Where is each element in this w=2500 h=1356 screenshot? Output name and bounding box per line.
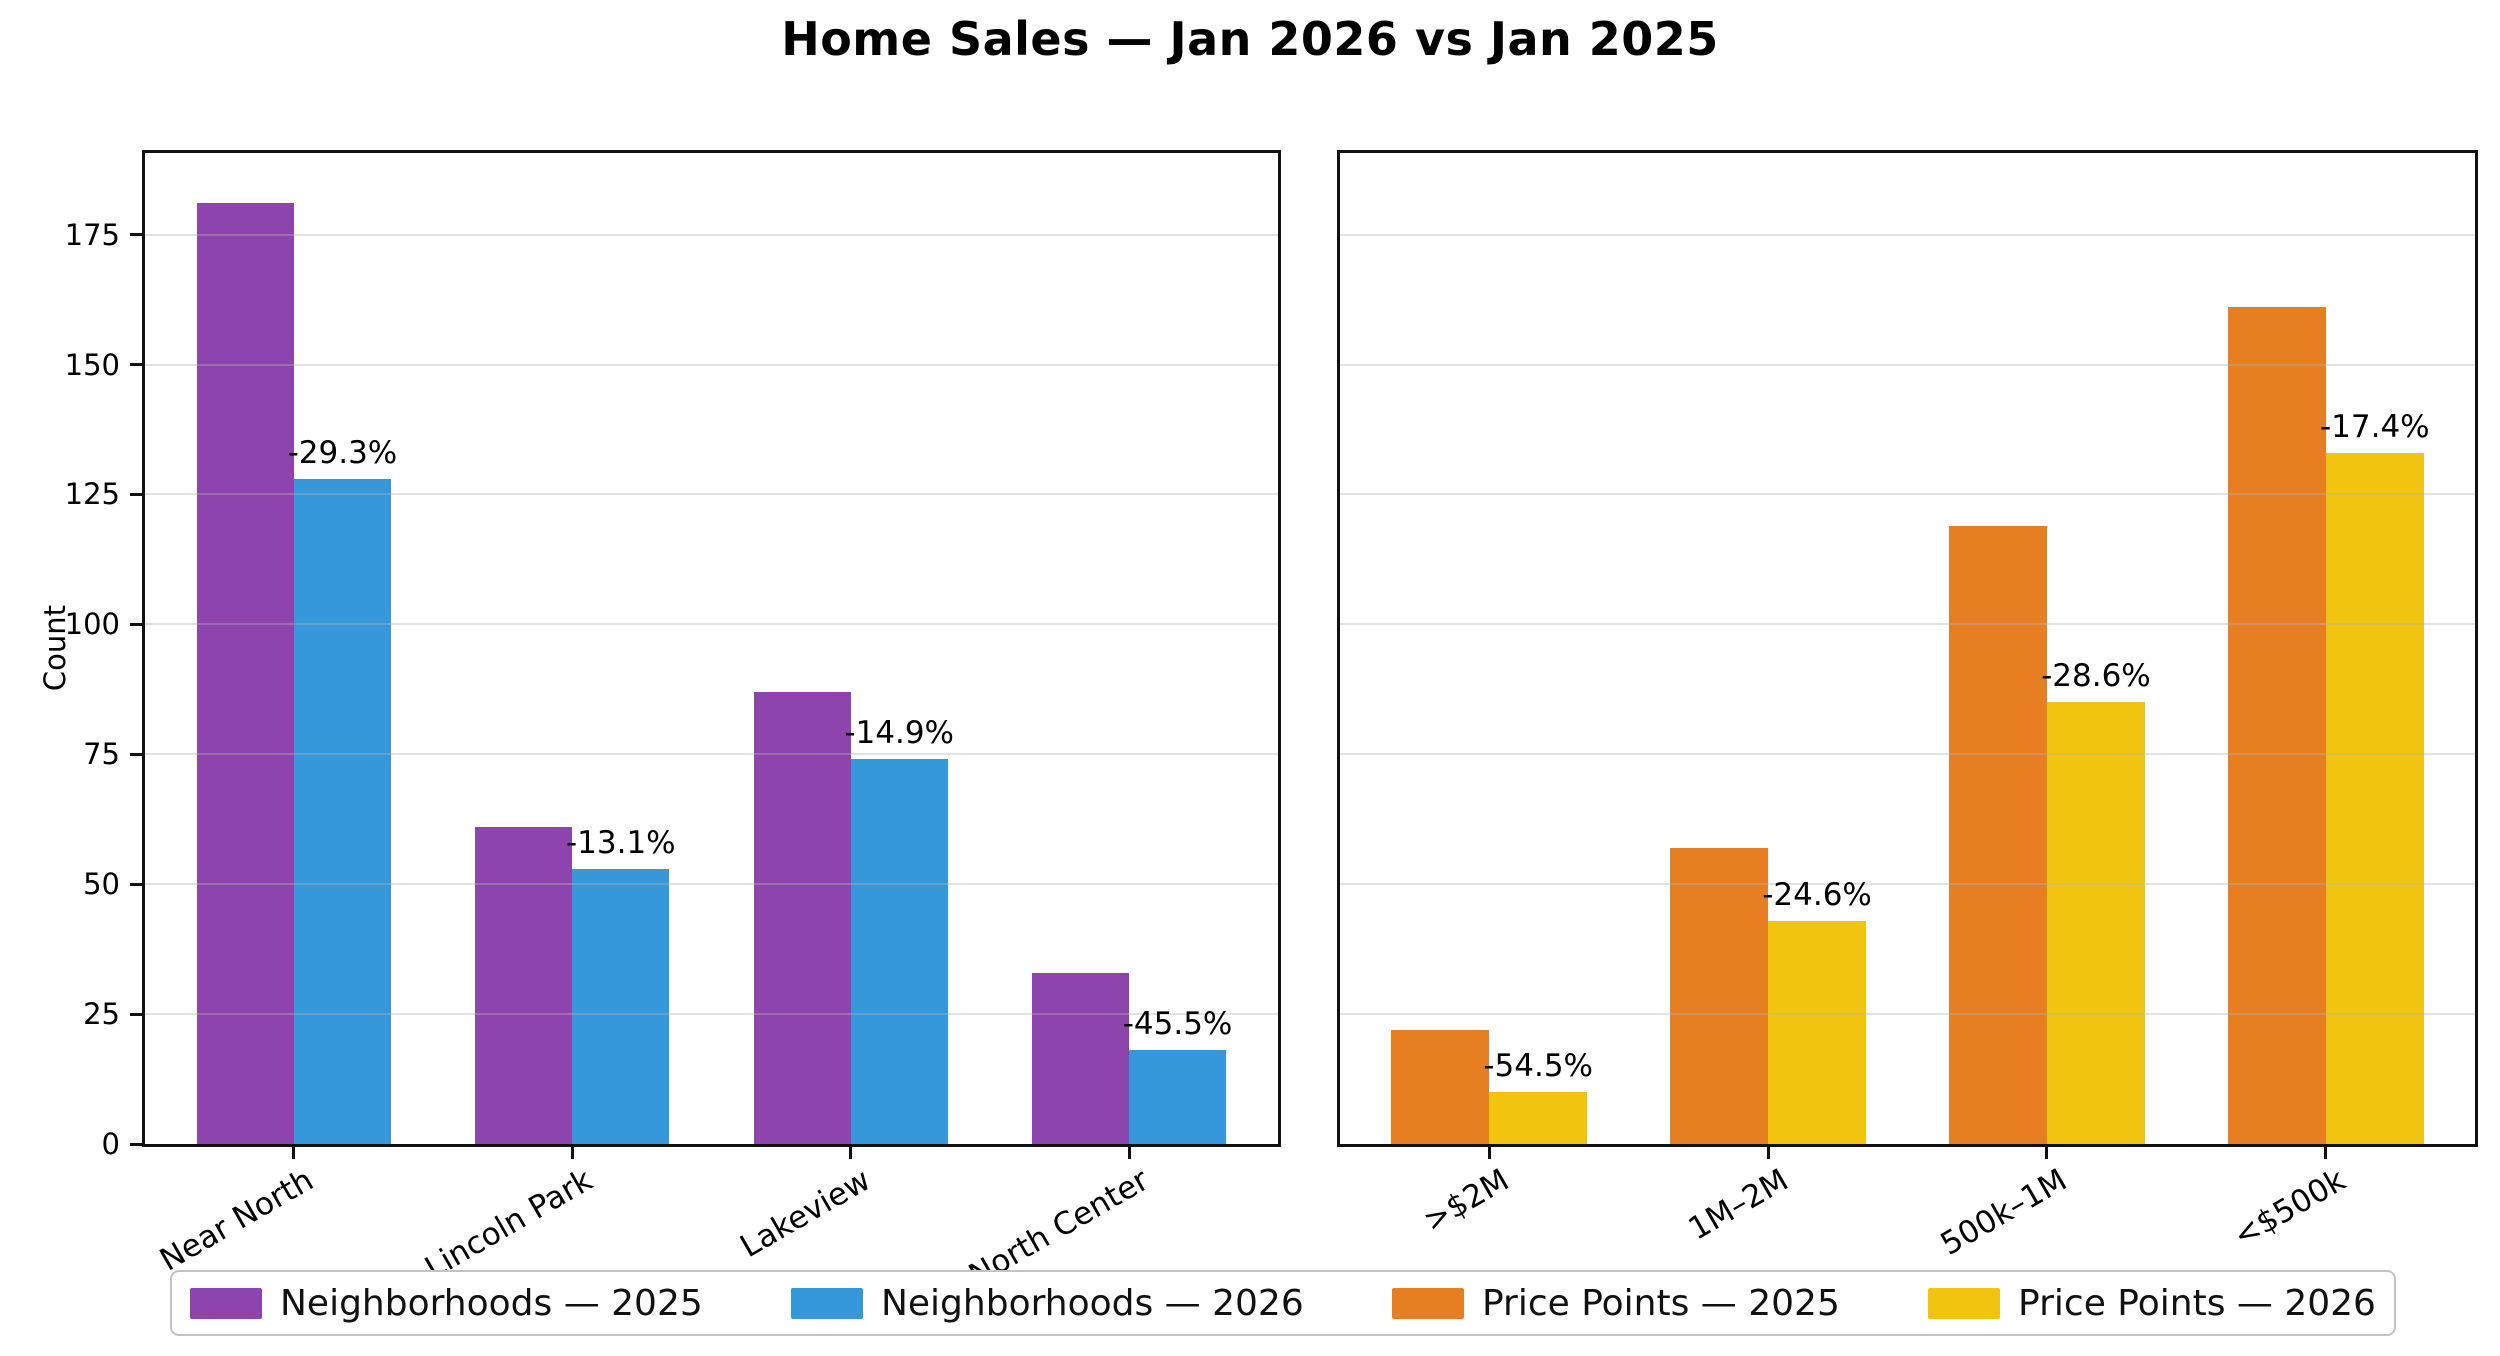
x-tick-label: Lakeview <box>734 1162 877 1265</box>
y-tick-mark <box>130 363 142 367</box>
y-tick-label: 175 <box>64 217 120 252</box>
gridline <box>1340 233 2475 236</box>
x-tick-label: 1M–2M <box>1682 1162 1795 1248</box>
legend-item: Neighborhoods — 2025 <box>190 1283 703 1324</box>
legend-swatch <box>190 1287 262 1319</box>
y-tick-mark <box>130 1142 142 1146</box>
bar-neighborhoods-2026 <box>293 478 391 1144</box>
bar-neighborhoods-2025 <box>475 827 573 1144</box>
x-tick-mark <box>849 1147 853 1159</box>
y-tick-mark <box>130 233 142 237</box>
bar-price-points-2026 <box>2046 702 2145 1144</box>
x-tick-mark <box>570 1147 574 1159</box>
legend-label: Neighborhoods — 2026 <box>880 1282 1304 1324</box>
bar-neighborhoods-2025 <box>196 203 294 1144</box>
y-tick-label: 150 <box>64 347 120 382</box>
gridline <box>145 363 1278 366</box>
x-tick-label: 500k–1M <box>1934 1162 2073 1263</box>
legend-swatch <box>1391 1287 1464 1319</box>
x-tick-mark <box>1127 1147 1131 1159</box>
y-tick-mark <box>130 622 142 626</box>
bar-neighborhoods-2025 <box>1032 972 1130 1144</box>
bar-price-points-2025 <box>1391 1029 1490 1144</box>
bar-price-points-2026 <box>1489 1092 1588 1144</box>
bar-neighborhoods-2026 <box>850 759 948 1144</box>
y-tick-mark <box>130 752 142 756</box>
percent-change-label: -17.4% <box>2319 408 2430 445</box>
bar-neighborhoods-2026 <box>1129 1050 1227 1144</box>
percent-change-label: -24.6% <box>1762 876 1872 913</box>
percent-change-label: -54.5% <box>1483 1048 1594 1085</box>
percent-change-label: -28.6% <box>2041 658 2151 695</box>
y-tick-label: 25 <box>83 997 120 1032</box>
chart-title: Home Sales — Jan 2026 vs Jan 2025 <box>781 12 1719 66</box>
panel-price-points: -54.5% >$2M -24.6% 1M–2M -28.6% 500k–1M -17.4%… <box>1337 150 2478 1263</box>
legend-swatch <box>1928 1287 2001 1319</box>
y-tick-label: 100 <box>64 607 120 642</box>
legend-label: Price Points — 2026 <box>2018 1282 2376 1324</box>
y-tick-label: 50 <box>83 867 120 902</box>
legend-label: Price Points — 2025 <box>1481 1282 1840 1324</box>
legend: Neighborhoods — 2025 Neighborhoods — 2026… <box>170 1270 2396 1336</box>
percent-change-label: -13.1% <box>565 824 676 861</box>
legend-item: Price Points — 2026 <box>1928 1283 2376 1324</box>
x-tick-label: Lincoln Park <box>418 1162 599 1287</box>
x-tick-label: >$2M <box>1417 1162 1516 1240</box>
legend-item: Price Points — 2025 <box>1391 1282 1840 1324</box>
x-tick-label: <$500k <box>2227 1162 2352 1255</box>
y-tick-label: 125 <box>64 477 120 512</box>
x-tick-label: Near North <box>154 1162 320 1279</box>
y-tick-mark <box>130 492 142 496</box>
bar-price-points-2026 <box>2325 452 2424 1144</box>
y-tick-label: 0 <box>101 1127 120 1161</box>
y-tick-label: 75 <box>83 737 120 772</box>
bar-neighborhoods-2025 <box>753 691 851 1144</box>
panel-neighborhoods: -29.3% Near North -13.1% Lincoln Park -14.9%… <box>65 150 1281 1294</box>
bar-price-points-2025 <box>1670 847 1769 1144</box>
percent-change-label: -29.3% <box>287 434 398 471</box>
percent-change-label: -45.5% <box>1122 1006 1233 1043</box>
bar-price-points-2025 <box>1948 525 2047 1144</box>
gridline <box>145 233 1278 236</box>
x-tick-mark <box>2045 1147 2049 1159</box>
x-tick-mark <box>1487 1147 1491 1159</box>
legend-label: Neighborhoods — 2025 <box>280 1282 703 1324</box>
x-tick-mark <box>2324 1147 2328 1159</box>
y-tick-mark <box>130 882 142 886</box>
bar-price-points-2026 <box>1768 920 1867 1144</box>
x-tick-mark <box>292 1147 296 1159</box>
legend-item: Neighborhoods — 2026 <box>790 1282 1304 1324</box>
legend-swatch <box>790 1287 863 1319</box>
percent-change-label: -14.9% <box>844 715 955 752</box>
bar-price-points-2025 <box>2227 307 2326 1144</box>
x-tick-mark <box>1766 1147 1770 1159</box>
y-tick-mark <box>130 1012 142 1016</box>
bar-neighborhoods-2026 <box>572 868 670 1144</box>
